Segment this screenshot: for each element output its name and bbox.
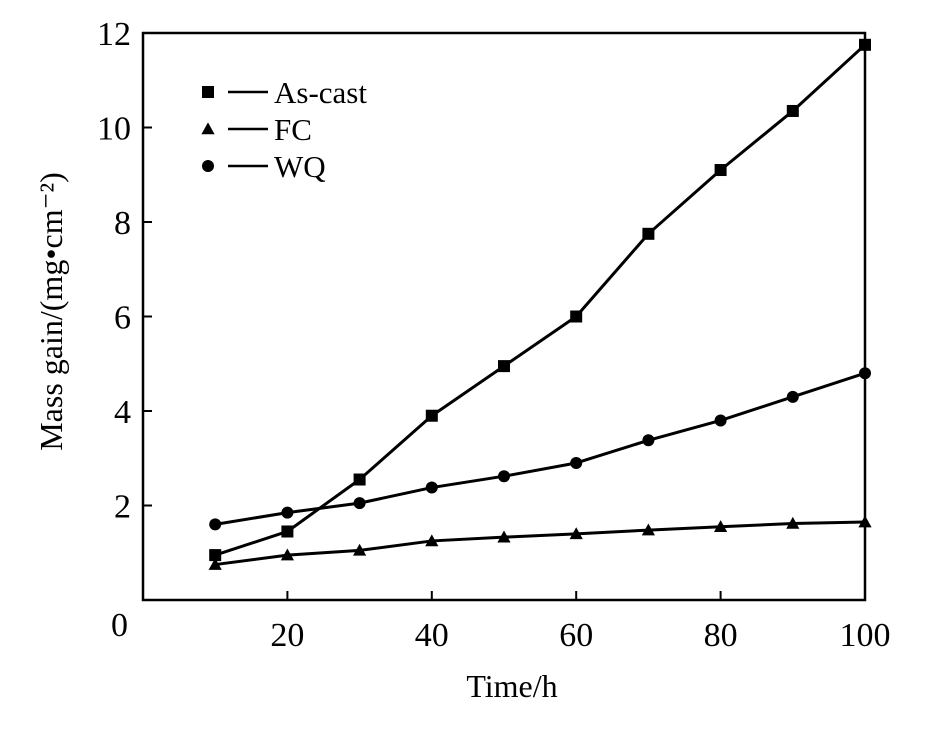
data-point-as-cast	[281, 525, 294, 538]
legend-marker-as-cast	[202, 86, 214, 98]
data-point-as-cast	[642, 227, 655, 240]
data-point-fc	[280, 548, 294, 561]
data-point-fc	[714, 520, 728, 533]
data-point-fc	[569, 527, 583, 540]
y-axis: 0 2 4 6 8 10 12	[97, 16, 152, 644]
x-tick-label: 60	[559, 617, 593, 654]
data-point-wq	[714, 414, 727, 427]
data-point-as-cast	[209, 549, 222, 562]
x-axis-title: Time/h	[466, 668, 557, 704]
legend-item-wq: WQ	[202, 149, 326, 184]
x-tick-label: 100	[840, 617, 891, 654]
plot-border	[141, 31, 867, 602]
y-axis-title: Mass gain/(mg•cm⁻²)	[33, 172, 69, 451]
data-point-wq	[786, 390, 799, 403]
data-point-wq	[642, 434, 655, 447]
x-tick-label: 40	[415, 617, 449, 654]
y-tick-label: 0	[111, 607, 128, 644]
data-point-fc	[786, 516, 800, 529]
data-point-as-cast	[353, 473, 366, 486]
data-point-fc	[353, 543, 367, 556]
x-axis: 20 40 60 80 100	[270, 591, 891, 654]
legend-marker-fc	[201, 122, 215, 135]
y-tick-label: 6	[114, 300, 131, 337]
legend-label-wq: WQ	[274, 149, 326, 184]
data-point-as-cast	[425, 409, 438, 422]
series-fc	[208, 515, 872, 570]
y-tick-label: 2	[114, 489, 131, 526]
legend-marker-wq	[202, 160, 214, 172]
y-tick-label: 8	[114, 205, 131, 242]
y-tick-label: 10	[97, 111, 131, 148]
x-tick-label: 20	[270, 617, 304, 654]
y-tick-label: 4	[114, 394, 131, 431]
series-line-fc	[215, 520, 866, 567]
series-wq	[209, 367, 871, 531]
data-point-wq	[425, 481, 438, 494]
data-point-as-cast	[570, 310, 583, 323]
plot-frame	[141, 31, 867, 602]
data-point-wq	[570, 456, 583, 469]
data-point-wq	[498, 470, 510, 483]
y-tick-label: 12	[97, 16, 131, 53]
x-tick-label: 80	[704, 617, 738, 654]
series-line-wq	[214, 371, 866, 526]
data-point-wq	[859, 367, 871, 380]
data-point-as-cast	[786, 104, 799, 117]
data-point-as-cast	[859, 38, 871, 51]
data-point-fc	[425, 534, 439, 547]
data-point-wq	[209, 518, 222, 531]
data-point-wq	[353, 497, 366, 510]
data-point-fc	[641, 523, 655, 536]
legend-label-as-cast: As-cast	[274, 75, 367, 110]
series-as-cast	[209, 38, 871, 562]
legend-item-fc: FC	[201, 112, 312, 147]
data-point-fc	[208, 557, 222, 570]
legend-label-fc: FC	[274, 112, 312, 147]
data-point-fc	[858, 515, 872, 528]
data-point-as-cast	[714, 164, 727, 177]
legend-item-as-cast: As-cast	[202, 75, 367, 110]
data-point-fc	[497, 530, 511, 543]
series-line-as-cast	[214, 43, 867, 557]
data-point-as-cast	[498, 360, 510, 373]
data-point-wq	[281, 506, 294, 519]
series-layer	[208, 38, 872, 570]
